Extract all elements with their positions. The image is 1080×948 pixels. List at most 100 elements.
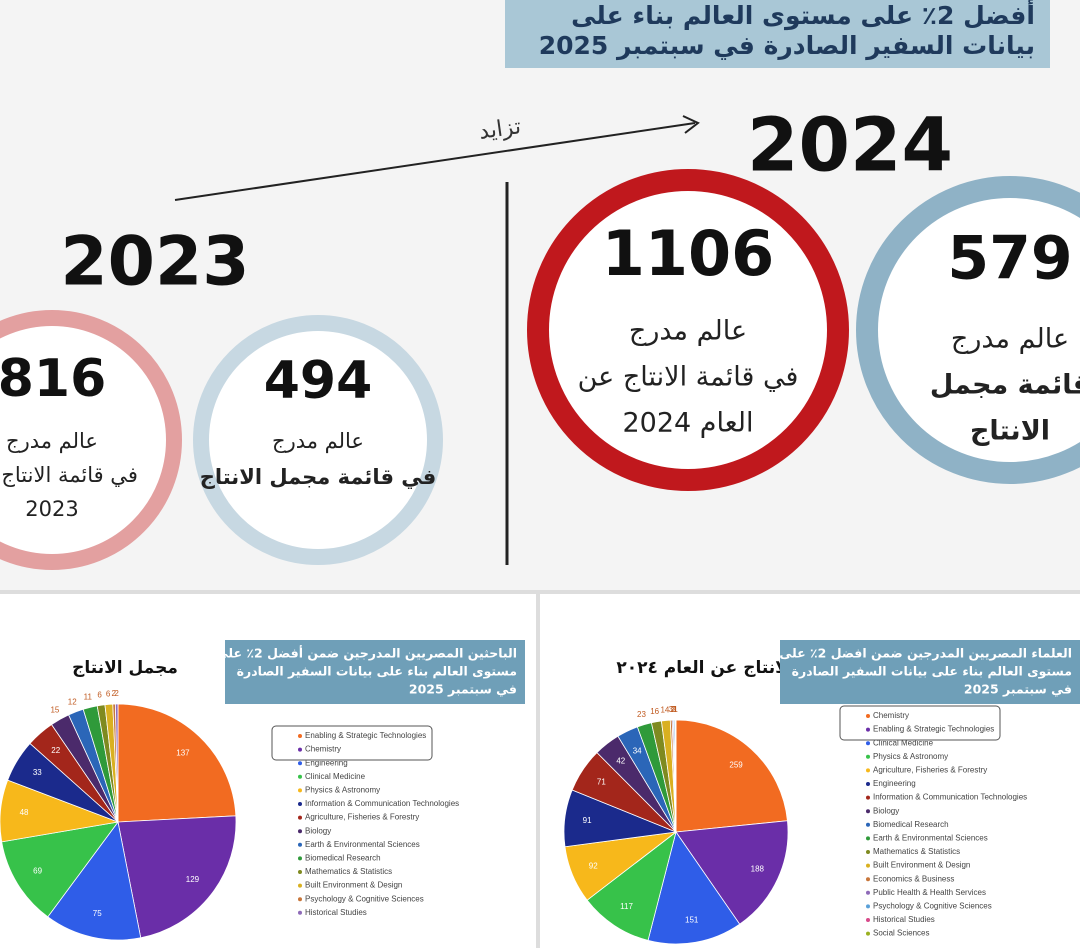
circle-caption: عالم مدرج — [272, 429, 364, 454]
legend-marker — [866, 741, 870, 746]
header-line: أفضل 2٪ على مستوى العالم بناء على — [571, 0, 1035, 31]
arrow — [174, 122, 696, 201]
legend-marker — [866, 795, 870, 800]
year-label: 2023 — [60, 223, 249, 302]
legend-marker — [866, 714, 870, 718]
legend-label: Information & Communication Technologies — [873, 793, 1027, 802]
legend-label: Public Health & Health Services — [873, 888, 986, 897]
legend-marker — [298, 788, 302, 793]
circle-caption: الانتاج — [970, 416, 1050, 447]
slice-label: 34 — [633, 746, 642, 755]
legend-marker — [866, 877, 870, 882]
legend-marker — [866, 931, 870, 936]
slice-label: 3 — [669, 705, 674, 714]
legend-label: Clinical Medicine — [305, 772, 366, 781]
legend-marker — [866, 863, 870, 868]
legend-label: Mathematics & Statistics — [873, 847, 960, 856]
legend-label: Social Sciences — [873, 929, 929, 938]
legend-marker — [298, 747, 302, 752]
legend-marker — [298, 910, 302, 915]
legend-marker — [866, 850, 870, 854]
legend-label: Agriculture, Fisheries & Forestry — [873, 766, 987, 775]
slice-label: 14 — [660, 706, 669, 715]
subtitle: مستوى العالم بناء على بيانات السفير الصا… — [792, 664, 1072, 679]
slice-label: 42 — [616, 757, 625, 766]
legend-label: Mathematics & Statistics — [305, 867, 392, 876]
legend-label: Economics & Business — [873, 874, 954, 883]
slice-label: 6 — [106, 689, 111, 698]
slice-label: 1 — [673, 705, 678, 714]
header-banner — [505, 0, 1050, 68]
legend-label: Biology — [305, 826, 331, 835]
legend-marker — [298, 774, 302, 779]
legend-marker — [298, 802, 302, 806]
legend-label: Historical Studies — [305, 908, 367, 917]
slice-label: 11 — [84, 693, 93, 702]
slice-label: 2 — [672, 705, 677, 714]
pie-slice — [47, 821, 142, 941]
legend-marker — [298, 870, 302, 874]
legend-label: Biomedical Research — [305, 854, 381, 863]
circle-number: 1106 — [602, 217, 775, 290]
circle-caption: في قائمة الانتاج عن — [0, 463, 138, 488]
circle-caption: عالم مدرج — [629, 316, 747, 347]
slice-label: 92 — [589, 861, 598, 870]
legend-marker — [298, 734, 302, 738]
circle-caption: في قائمة الانتاج عن — [578, 362, 799, 393]
slice-label: 137 — [176, 749, 190, 758]
pie-slice — [114, 703, 119, 823]
circle-caption: العام 2024 — [623, 408, 754, 439]
legend-highlight — [271, 725, 433, 761]
slice-label: 259 — [729, 761, 743, 770]
legend-label: Engineering — [873, 779, 916, 788]
slice-label: 2 — [114, 689, 119, 698]
pie-slice — [117, 703, 237, 823]
subtitle-box — [225, 640, 525, 704]
pie-slice — [117, 815, 237, 939]
legend-label: Engineering — [305, 758, 348, 767]
pie-slice — [674, 719, 677, 833]
circle-number: 579 — [947, 224, 1072, 294]
legend-label: Enabling & Strategic Technologies — [873, 725, 994, 734]
slice-label: 6 — [97, 690, 102, 699]
circle-caption: 2023 — [25, 497, 78, 521]
slice-label: 48 — [20, 808, 29, 817]
slice-label: 69 — [33, 867, 42, 876]
legend-marker — [298, 815, 302, 820]
slice-label: 15 — [50, 706, 59, 715]
slice-label: 2 — [112, 689, 117, 698]
slice-label: 117 — [620, 902, 633, 911]
circle-caption: عالم مدرج — [951, 324, 1069, 355]
slice-label: 129 — [186, 875, 200, 884]
slice-label: 1 — [673, 705, 678, 714]
legend-marker — [298, 856, 302, 861]
total-circle — [856, 176, 1080, 484]
subtitle: مستوى العالم بناء على بيانات السفير الصا… — [237, 664, 517, 679]
legend-marker — [298, 761, 302, 766]
legend-marker — [866, 890, 870, 895]
legend-label: Chemistry — [873, 711, 909, 720]
legend-marker — [866, 754, 870, 759]
pie-slice — [647, 831, 741, 945]
pie-slice — [675, 719, 788, 833]
slice-label: 22 — [51, 746, 60, 755]
header-line: بيانات السفير الصادرة في سبتمبر 2025 — [539, 31, 1035, 61]
slice-label: 16 — [650, 707, 659, 716]
circle-caption: في قائمة مجمل الانتاج — [200, 465, 437, 490]
slice-label: 151 — [685, 915, 699, 924]
slice-label: 91 — [583, 816, 592, 825]
slice-label: 75 — [93, 909, 102, 918]
slice-label: 12 — [68, 698, 77, 707]
legend-label: Physics & Astronomy — [305, 786, 380, 795]
slice-label: 33 — [33, 768, 42, 777]
legend-marker — [866, 822, 870, 827]
legend-label: Physics & Astronomy — [873, 752, 948, 761]
legend-marker — [298, 883, 302, 888]
arrow-head — [682, 115, 700, 134]
legend-marker — [866, 904, 870, 909]
legend-label: Agriculture, Fisheries & Forestry — [305, 813, 419, 822]
legend-marker — [298, 842, 302, 847]
legend-marker — [866, 727, 870, 732]
legend-label: Built Environment & Design — [305, 881, 402, 890]
